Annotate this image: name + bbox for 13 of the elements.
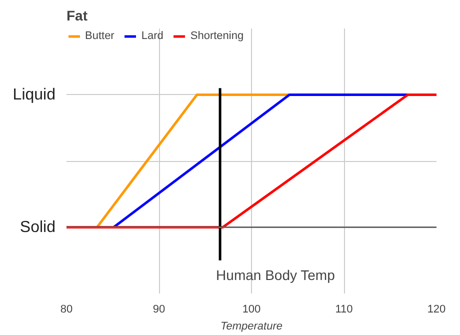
x-tick-label: 80 xyxy=(60,304,73,316)
text: Liquid xyxy=(12,86,56,104)
x-tick-label: 120 xyxy=(427,304,446,316)
chart-title: Fat xyxy=(66,8,88,24)
x-axis-title: Temperature xyxy=(220,320,282,332)
ref-line-label: Human Body Temp xyxy=(216,267,336,283)
legend-label: Butter xyxy=(85,30,114,42)
x-tick-label: 110 xyxy=(335,304,353,316)
legend-label: Lard xyxy=(141,30,164,42)
x-tick-label: 100 xyxy=(242,304,261,316)
text: Solid xyxy=(20,218,56,236)
legend-label: Shortening xyxy=(190,30,244,42)
x-tick-label: 90 xyxy=(152,304,166,316)
